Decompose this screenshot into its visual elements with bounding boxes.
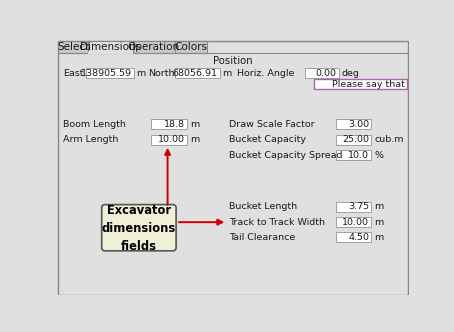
Bar: [336, 232, 371, 242]
Bar: [336, 150, 371, 160]
Text: m: m: [190, 135, 199, 144]
Bar: [58, 41, 88, 53]
Text: Operation: Operation: [128, 42, 180, 52]
Text: Bucket Capacity: Bucket Capacity: [229, 135, 306, 144]
Bar: [151, 134, 187, 144]
Text: Horiz. Angle: Horiz. Angle: [237, 69, 294, 78]
Text: 3.75: 3.75: [348, 202, 369, 211]
Text: 25.00: 25.00: [342, 135, 369, 144]
Bar: [86, 68, 134, 78]
Text: Colors: Colors: [174, 42, 207, 52]
Text: 138905.59: 138905.59: [81, 69, 132, 78]
Text: Please say that: Please say that: [332, 80, 405, 89]
Text: Excavator
dimensions
fields: Excavator dimensions fields: [102, 204, 176, 253]
Text: m: m: [137, 69, 146, 78]
Text: Tail Clearance: Tail Clearance: [229, 233, 295, 242]
Text: 10.00: 10.00: [342, 218, 369, 227]
Text: Boom Length: Boom Length: [63, 120, 126, 129]
Bar: [336, 119, 371, 129]
Text: Select: Select: [57, 42, 89, 52]
Text: Position: Position: [213, 56, 252, 66]
Text: Dimensions: Dimensions: [79, 42, 141, 52]
Bar: [133, 41, 174, 53]
Bar: [314, 79, 407, 89]
Bar: [305, 68, 339, 78]
Text: 3.00: 3.00: [348, 120, 369, 129]
Text: Arm Length: Arm Length: [63, 135, 118, 144]
Text: East: East: [63, 69, 84, 78]
Text: Draw Scale Factor: Draw Scale Factor: [229, 120, 315, 129]
Text: m: m: [222, 69, 231, 78]
Text: m: m: [375, 218, 384, 227]
Bar: [336, 134, 371, 144]
Text: 18.8: 18.8: [163, 120, 185, 129]
Text: m: m: [375, 233, 384, 242]
Bar: [336, 217, 371, 227]
Text: North: North: [148, 69, 175, 78]
Text: 10.00: 10.00: [158, 135, 185, 144]
Text: deg: deg: [341, 69, 359, 78]
Text: %: %: [375, 151, 384, 160]
Bar: [151, 119, 187, 129]
FancyBboxPatch shape: [102, 205, 176, 251]
Text: Bucket Length: Bucket Length: [229, 202, 297, 211]
Bar: [336, 202, 371, 211]
Bar: [174, 68, 219, 78]
Text: m: m: [375, 202, 384, 211]
Text: 4.50: 4.50: [348, 233, 369, 242]
Text: m: m: [190, 120, 199, 129]
Text: Bucket Capacity Spread: Bucket Capacity Spread: [229, 151, 342, 160]
Bar: [174, 41, 207, 53]
Text: 10.0: 10.0: [348, 151, 369, 160]
Bar: [88, 41, 133, 53]
Text: 0.00: 0.00: [316, 69, 336, 78]
Text: Track to Track Width: Track to Track Width: [229, 218, 325, 227]
Text: 68056.91: 68056.91: [172, 69, 217, 78]
Text: cub.m: cub.m: [375, 135, 404, 144]
